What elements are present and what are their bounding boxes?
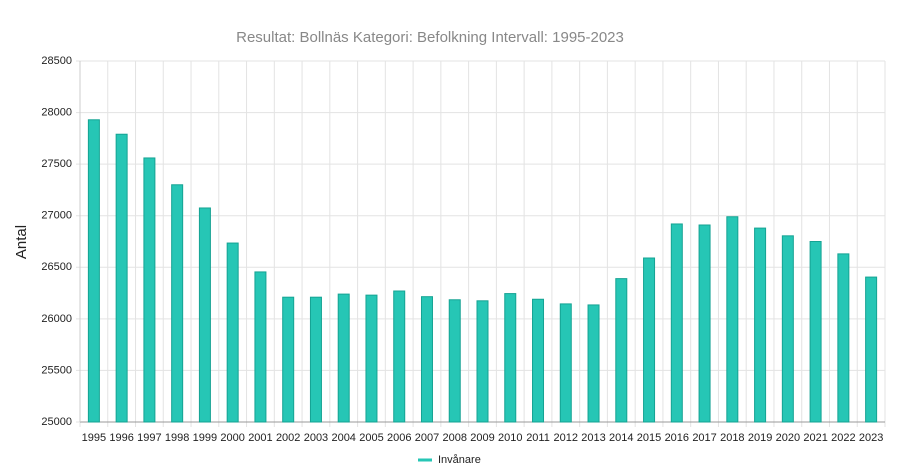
y-tick-label: 28000 [41,106,72,118]
x-tick-label: 2014 [609,432,633,444]
x-tick-label: 2001 [248,432,272,444]
y-tick-label: 26500 [41,261,72,273]
x-tick-label: 2017 [692,432,716,444]
bar [726,216,739,423]
bar [87,119,100,423]
bar [337,293,350,423]
x-tick-label: 1998 [165,432,189,444]
x-tick-label: 2019 [748,432,772,444]
bar [115,133,128,423]
x-tick-label: 2002 [276,432,300,444]
bar [171,184,184,423]
x-tick-label: 2004 [331,432,355,444]
chart-title: Resultat: Bollnäs Kategori: Befolkning I… [236,29,624,46]
bar [559,303,572,423]
bar [587,304,600,423]
bar [615,278,628,423]
bar [254,271,267,423]
x-tick-label: 2018 [720,432,744,444]
x-tick-label: 2021 [803,432,827,444]
x-tick-label: 2009 [470,432,494,444]
bar [670,223,683,423]
bar [504,293,517,423]
x-tick-label: 2007 [415,432,439,444]
legend-label: Invånare [438,454,481,466]
x-tick-label: 2013 [581,432,605,444]
x-tick-label: 2016 [665,432,689,444]
bar [781,235,794,423]
x-tick-label: 2015 [637,432,661,444]
y-tick-label: 26000 [41,313,72,325]
x-tick-label: 2022 [831,432,855,444]
x-tick-label: 2023 [859,432,883,444]
y-axis-label: Antal [13,225,30,259]
bar [643,257,656,423]
x-tick-label: 2012 [554,432,578,444]
bar [282,296,295,423]
bar [754,227,767,423]
x-tick-label: 1995 [82,432,106,444]
y-tick-label: 27500 [41,158,72,170]
bar [393,290,406,423]
x-tick-label: 1997 [137,432,161,444]
y-tick-label: 25500 [41,364,72,376]
bar [198,207,211,423]
bar [532,298,545,423]
x-tick-label: 2003 [304,432,328,444]
x-tick-label: 2000 [220,432,244,444]
bar [448,299,461,423]
bar [309,296,322,423]
x-tick-label: 1996 [109,432,133,444]
bar [420,296,433,423]
x-tick-label: 2010 [498,432,522,444]
bar [143,157,156,423]
y-tick-label: 25000 [41,416,72,428]
x-tick-label: 2011 [526,432,550,444]
bar [476,300,489,423]
x-tick-label: 2008 [442,432,466,444]
x-tick-label: 2006 [387,432,411,444]
bar [837,253,850,423]
bar [809,241,822,423]
bar [698,224,711,423]
x-tick-label: 1999 [193,432,217,444]
bar [865,276,878,423]
bar [365,294,378,423]
bar [226,242,239,423]
y-tick-label: 27000 [41,210,72,222]
x-tick-label: 2020 [776,432,800,444]
x-tick-label: 2005 [359,432,383,444]
y-tick-label: 28500 [41,55,72,67]
